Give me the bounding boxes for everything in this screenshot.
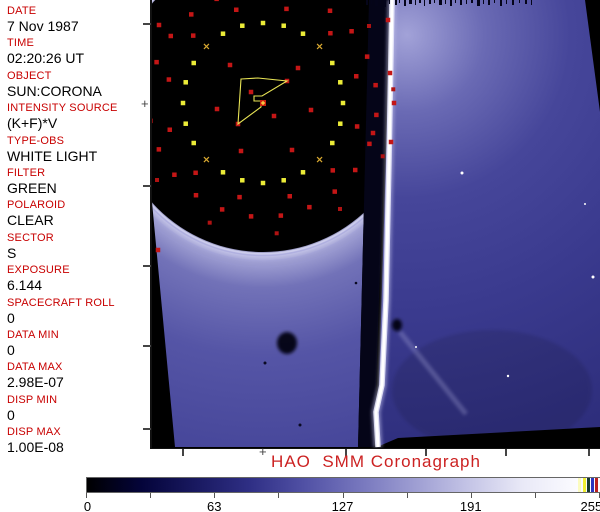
colorbar-tick-label: 63 (207, 499, 222, 512)
field-value: CLEAR (7, 212, 54, 229)
metadata-field: INTENSITY SOURCE (K+F)*V (0, 99, 150, 131)
metadata-field: TYPE-OBS WHITE LIGHT (0, 132, 150, 164)
field-value: WHITE LIGHT (7, 147, 98, 164)
field-value: 0 (7, 406, 15, 423)
film-right-panel (377, 0, 600, 447)
colorbar-tick-label: 191 (459, 499, 482, 512)
field-label: POLAROID (7, 199, 66, 212)
field-value: SUN:CORONA (7, 82, 102, 99)
white-speck (460, 171, 464, 175)
colorbar-tick (278, 493, 280, 498)
field-label: SECTOR (7, 231, 54, 244)
metadata-field: DATA MAX 2.98E-07 (0, 358, 150, 390)
field-value: 7 Nov 1987 (7, 18, 79, 34)
field-label: DISP MAX (7, 426, 61, 439)
colorbar-tick (150, 493, 152, 498)
field-label: DATA MAX (7, 361, 63, 374)
colorbar-tick (470, 493, 472, 498)
pylon-shadow-band (358, 0, 389, 447)
field-value: 1.00E-08 (7, 439, 64, 456)
metadata-field: DATE 7 Nov 1987 (0, 2, 150, 34)
coronagraph-image (152, 0, 600, 448)
field-value: GREEN (7, 179, 57, 196)
light-streak (398, 330, 468, 416)
field-value: 0 (7, 309, 15, 326)
field-label: DISP MIN (7, 393, 58, 406)
colorbar-stripe (578, 478, 582, 492)
pointer-polygon (237, 77, 289, 126)
colorbar: 0 63 127 191 255 (0, 476, 600, 512)
field-value: 0 (7, 341, 15, 358)
colorbar-stripe (582, 478, 586, 492)
white-speck (584, 203, 586, 205)
page-title: HAO SMM Coronagraph (271, 452, 481, 471)
dark-blob (392, 319, 402, 331)
metadata-field: POLAROID CLEAR (0, 196, 150, 228)
dark-speck (354, 281, 358, 285)
occulter-rim-rings (152, 0, 369, 268)
colorbar-stripe (590, 478, 594, 492)
field-label: EXPOSURE (7, 264, 70, 277)
field-label: DATA MIN (7, 328, 59, 341)
metadata-field: SPACECRAFT ROLL 0 (0, 294, 150, 326)
film-edge-marks (366, 0, 532, 7)
white-speck (591, 275, 595, 279)
dark-blob (277, 332, 297, 354)
field-value: 02:20:26 UT (7, 50, 85, 67)
colorbar-stripe (587, 478, 591, 492)
field-label: FILTER (7, 166, 46, 179)
sun-center-marker (260, 100, 266, 106)
colorbar-tick (214, 493, 216, 498)
metadata-field: DATA MIN 0 (0, 326, 150, 358)
colorbar-tick (534, 493, 536, 498)
field-label: INTENSITY SOURCE (7, 102, 118, 115)
field-value: (K+F)*V (7, 115, 58, 132)
field-value: S (7, 244, 17, 261)
field-label: TIME (7, 37, 35, 50)
field-value: 2.98E-07 (7, 374, 64, 391)
metadata-panel: DATE 7 Nov 1987 TIME 02:20:26 UT OBJECT SUN:C… (0, 2, 150, 455)
occulter-disk (152, 0, 412, 252)
metadata-field: OBJECT SUN:CORONA (0, 67, 150, 99)
white-speck (506, 374, 510, 378)
metadata-field: DISP MIN 0 (0, 391, 150, 423)
colorbar-stripe (594, 478, 598, 492)
field-value: 6.144 (7, 277, 43, 294)
fiducial-dots (152, 0, 397, 253)
white-speck (415, 346, 417, 348)
metadata-field: FILTER GREEN (0, 164, 150, 196)
metadata-field: TIME 02:20:26 UT (0, 34, 150, 66)
field-label: SPACECRAFT ROLL (7, 296, 115, 309)
colorbar-tick-label: 255 (580, 499, 600, 512)
colorbar-gradient (87, 478, 600, 492)
colorbar-tick-label: 0 (83, 499, 92, 512)
metadata-field: SECTOR S (0, 229, 150, 261)
dark-speck (298, 423, 302, 427)
field-label: TYPE-OBS (7, 134, 65, 147)
colorbar-tick-label: 127 (331, 499, 354, 512)
metadata-field: DISP MAX 1.00E-08 (0, 423, 150, 455)
pylon-line (371, 0, 397, 448)
dark-speck (263, 361, 267, 365)
field-label: DATE (7, 5, 37, 17)
metadata-field: EXPOSURE 6.144 (0, 261, 150, 293)
field-label: OBJECT (7, 69, 52, 82)
colorbar-tick (406, 493, 408, 498)
colorbar-tick (342, 493, 344, 498)
colorbar-tick (86, 493, 87, 498)
colorbar-bar (86, 477, 600, 493)
